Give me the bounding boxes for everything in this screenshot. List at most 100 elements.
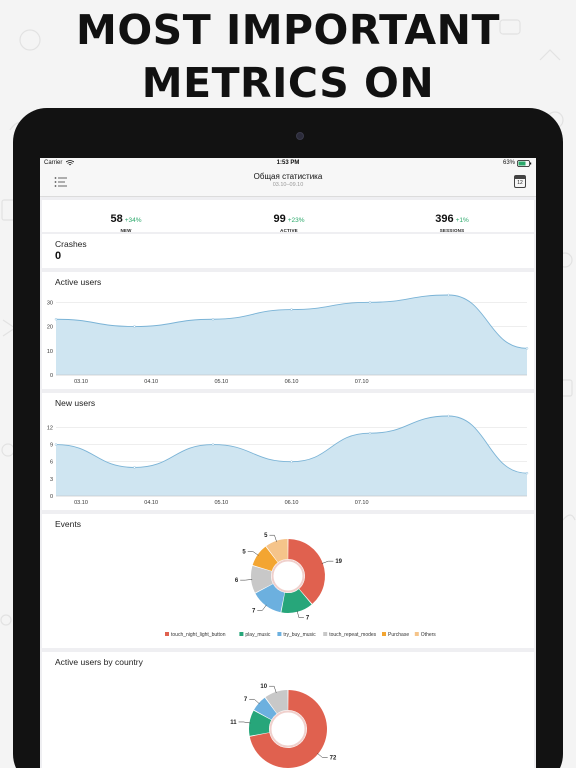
chart-title: New users bbox=[55, 398, 96, 408]
crashes-card[interactable]: Crashes 0 bbox=[42, 234, 534, 268]
label-leader bbox=[238, 721, 251, 724]
chart-title: Events bbox=[55, 519, 81, 529]
country-donut-chart: 72 11 7 10 bbox=[230, 684, 337, 768]
list-icon[interactable] bbox=[54, 176, 68, 188]
y-tick-label: 10 bbox=[47, 349, 53, 355]
series-area bbox=[56, 416, 527, 496]
data-point bbox=[211, 443, 215, 446]
data-point bbox=[525, 471, 529, 475]
data-point bbox=[290, 460, 293, 463]
y-tick-label: 30 bbox=[47, 300, 53, 306]
date-range[interactable]: 03.10–09.10 bbox=[272, 182, 304, 188]
data-point bbox=[290, 308, 293, 311]
donut-slice bbox=[254, 697, 277, 720]
data-point bbox=[368, 301, 372, 304]
kpi-active[interactable]: 99 +23% ACTIVE bbox=[229, 209, 349, 233]
country-card[interactable]: Active users by country 72 11 7 10 bbox=[42, 652, 534, 768]
active-users-card[interactable]: Active users 0 10 20 30 03.10 04.10 05.10 06.10… bbox=[42, 272, 534, 389]
y-tick-label: 12 bbox=[47, 425, 53, 431]
slice-value-label: 10 bbox=[260, 684, 267, 690]
x-tick-label: 06.10 bbox=[285, 500, 299, 506]
kpi-value: 99 bbox=[273, 213, 286, 225]
chart-title: Active users bbox=[55, 277, 102, 287]
donut-slice bbox=[266, 539, 288, 563]
kpi-delta: +23% bbox=[287, 217, 305, 224]
slice-value-label: 7 bbox=[252, 608, 256, 614]
calendar-day: 12 bbox=[517, 180, 523, 186]
legend-label: Purchase bbox=[388, 632, 409, 638]
calendar-icon[interactable]: 12 bbox=[514, 175, 526, 188]
x-tick-label: 03.10 bbox=[74, 379, 88, 385]
legend-label: play_music bbox=[245, 632, 271, 638]
label-leader bbox=[240, 579, 253, 581]
slice-value-label: 5 bbox=[242, 549, 246, 555]
kpi-label: NEW bbox=[120, 228, 132, 233]
label-leader bbox=[257, 604, 267, 611]
crashes-value: 0 bbox=[55, 250, 62, 262]
tablet-frame: Carrier 1:53 PM 63% Общая статистика 03.… bbox=[13, 108, 563, 768]
events-card[interactable]: Events 19 7 7 6 5 5 touch_night_light_button pl… bbox=[42, 514, 534, 648]
kpi-label: ACTIVE bbox=[280, 228, 298, 233]
x-tick-label: 06.10 bbox=[285, 379, 299, 385]
x-tick-label: 07.10 bbox=[355, 379, 369, 385]
battery-percent: 63% bbox=[503, 160, 516, 166]
y-tick-label: 9 bbox=[50, 443, 53, 449]
data-point bbox=[54, 443, 58, 446]
label-leader bbox=[317, 753, 328, 758]
donut-slice bbox=[252, 546, 278, 571]
donut-hole bbox=[271, 559, 305, 593]
legend-swatch bbox=[239, 632, 244, 636]
data-point bbox=[447, 293, 450, 297]
status-bar: Carrier 1:53 PM 63% bbox=[40, 158, 536, 169]
label-leader bbox=[247, 551, 259, 556]
data-point bbox=[368, 431, 372, 435]
kpi-new[interactable]: 58 +34% NEW bbox=[66, 209, 186, 233]
slice-value-label: 5 bbox=[264, 533, 268, 539]
donut-slice bbox=[281, 589, 312, 613]
slice-value-label: 72 bbox=[330, 756, 337, 762]
donut-slice bbox=[288, 539, 325, 604]
slice-value-label: 7 bbox=[306, 616, 310, 622]
wifi-icon bbox=[66, 160, 74, 166]
legend-label: Others bbox=[421, 632, 437, 638]
kpi-label: SESSIONS bbox=[439, 228, 465, 233]
donut-slice bbox=[249, 710, 272, 736]
legend-swatch bbox=[165, 632, 169, 636]
legend-swatch bbox=[414, 632, 419, 636]
data-point bbox=[447, 414, 450, 418]
data-point bbox=[133, 466, 136, 469]
legend-label: touch_night_light_button bbox=[171, 632, 226, 638]
kpi-delta: +1% bbox=[455, 217, 469, 224]
kpi-value: 58 bbox=[110, 213, 123, 225]
slice-value-label: 19 bbox=[335, 559, 342, 565]
crashes-title: Crashes bbox=[55, 239, 87, 249]
active-users-chart: 0 10 20 30 03.10 04.10 05.10 06.10 07.10 bbox=[47, 293, 529, 385]
chart-title: Active users by country bbox=[55, 657, 143, 667]
y-tick-label: 0 bbox=[50, 373, 53, 379]
slice-value-label: 7 bbox=[244, 697, 248, 703]
x-tick-label: 03.10 bbox=[74, 500, 88, 506]
y-tick-label: 6 bbox=[50, 460, 53, 466]
headline-line-1: MOST IMPORTANT bbox=[76, 6, 500, 54]
donut-slice bbox=[251, 565, 273, 593]
y-tick-label: 3 bbox=[50, 477, 53, 483]
clock: 1:53 PM bbox=[276, 160, 300, 166]
x-tick-label: 05.10 bbox=[214, 500, 228, 506]
legend-label: try_buy_music bbox=[283, 632, 316, 638]
app-screen: Carrier 1:53 PM 63% Общая статистика 03.… bbox=[40, 158, 536, 768]
new-users-chart: 0 3 6 9 12 03.10 04.10 05.10 06.10 07.10 bbox=[47, 414, 529, 506]
label-leader bbox=[269, 534, 277, 542]
slice-value-label: 6 bbox=[235, 578, 239, 584]
new-users-card[interactable]: New users 0 3 6 9 12 03.10 04.10 05.10 06.10 07.1… bbox=[42, 393, 534, 510]
legend-swatch bbox=[323, 632, 328, 636]
events-donut-chart: 19 7 7 6 5 5 touch_night_light_button play_musi… bbox=[165, 533, 437, 638]
slice-value-label: 11 bbox=[230, 720, 237, 726]
kpi-sessions[interactable]: 396 +1% SESSIONS bbox=[392, 209, 512, 233]
label-leader bbox=[249, 698, 260, 705]
data-point bbox=[133, 325, 136, 328]
donut-slice bbox=[249, 690, 328, 768]
x-tick-label: 05.10 bbox=[214, 379, 228, 385]
x-tick-label: 07.10 bbox=[355, 500, 369, 506]
donut-slice bbox=[265, 690, 288, 714]
y-tick-label: 20 bbox=[47, 325, 53, 331]
